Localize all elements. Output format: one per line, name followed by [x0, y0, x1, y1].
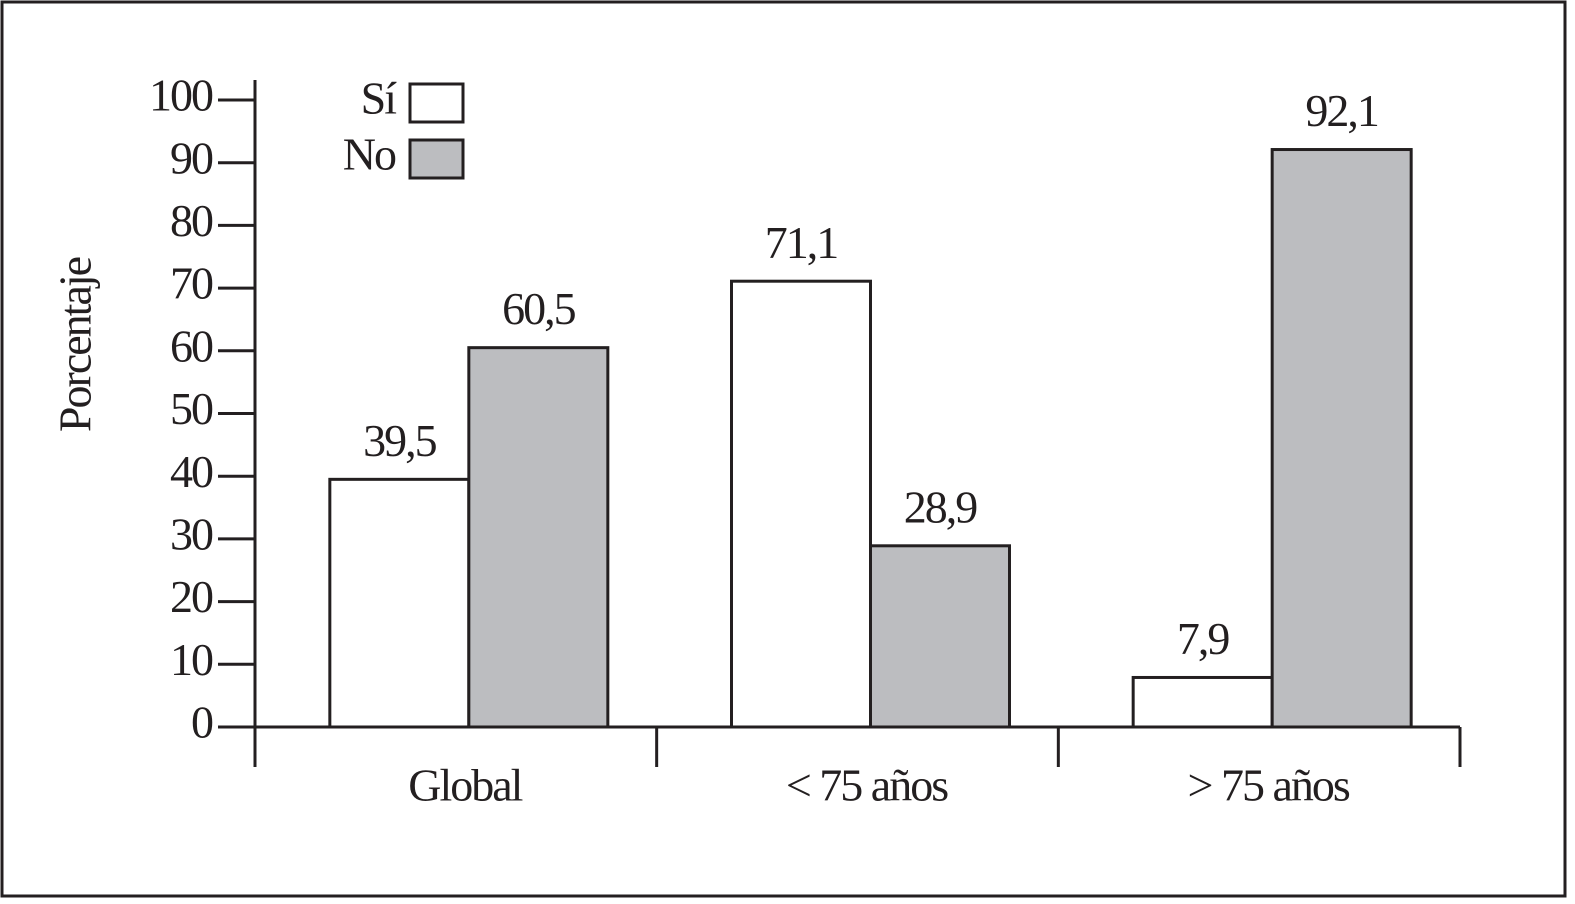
- value-label: 60,5: [502, 283, 576, 334]
- value-label: 28,9: [904, 481, 978, 532]
- value-label: 7,9: [1177, 613, 1230, 664]
- y-tick-label: 100: [149, 70, 213, 121]
- y-tick-label: 10: [170, 634, 213, 685]
- legend-label: No: [343, 129, 396, 180]
- bar: [1131, 675, 1274, 729]
- y-tick-label: 80: [170, 195, 213, 246]
- legend-swatch: [408, 138, 465, 180]
- x-tick-label: < 75 años: [786, 760, 948, 811]
- bar: [869, 544, 1011, 729]
- y-tick-label: 60: [170, 320, 213, 371]
- x-tick-label: Global: [408, 760, 522, 811]
- y-tick-label: 90: [170, 132, 213, 183]
- value-label: 92,1: [1305, 85, 1378, 136]
- value-label: 39,5: [363, 415, 437, 466]
- y-tick-label: 40: [170, 446, 213, 497]
- y-tick-label: 30: [170, 508, 213, 559]
- value-label: 71,1: [765, 217, 838, 268]
- legend-label: Sí: [361, 73, 398, 124]
- x-tick-label: > 75 años: [1188, 760, 1350, 811]
- y-tick-label: 70: [170, 258, 213, 309]
- y-tick-label: 50: [170, 383, 213, 434]
- y-axis-label: Porcentaje: [50, 257, 101, 432]
- y-tick-label: 0: [191, 697, 213, 748]
- y-tick-label: 20: [170, 571, 213, 622]
- bar: [328, 477, 471, 729]
- bar: [467, 346, 610, 729]
- bar: [730, 279, 872, 729]
- bar: [1270, 148, 1413, 729]
- legend-swatch: [408, 82, 465, 124]
